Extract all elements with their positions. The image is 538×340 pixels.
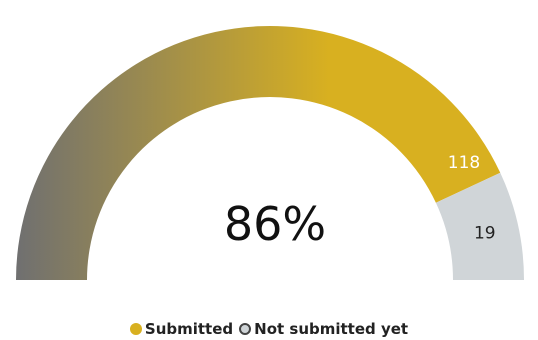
legend-marker-not-submitted <box>239 323 252 335</box>
legend-label-not-submitted: Not submitted yet <box>254 320 409 338</box>
gauge-segment-not-submitted <box>435 172 524 280</box>
legend-marker-submitted <box>129 323 142 335</box>
data-label-not-submitted: 19 <box>474 224 496 244</box>
data-label-submitted: 118 <box>448 153 480 173</box>
legend-label-submitted: Submitted <box>144 320 234 338</box>
legend-item-submitted: Submitted <box>129 320 234 338</box>
center-percentage: 86% <box>224 197 326 251</box>
legend-item-not-submitted: Not submitted yet <box>239 320 408 338</box>
legend: Submitted Not submitted yet <box>0 320 538 338</box>
gauge-segment-submitted <box>16 25 501 280</box>
